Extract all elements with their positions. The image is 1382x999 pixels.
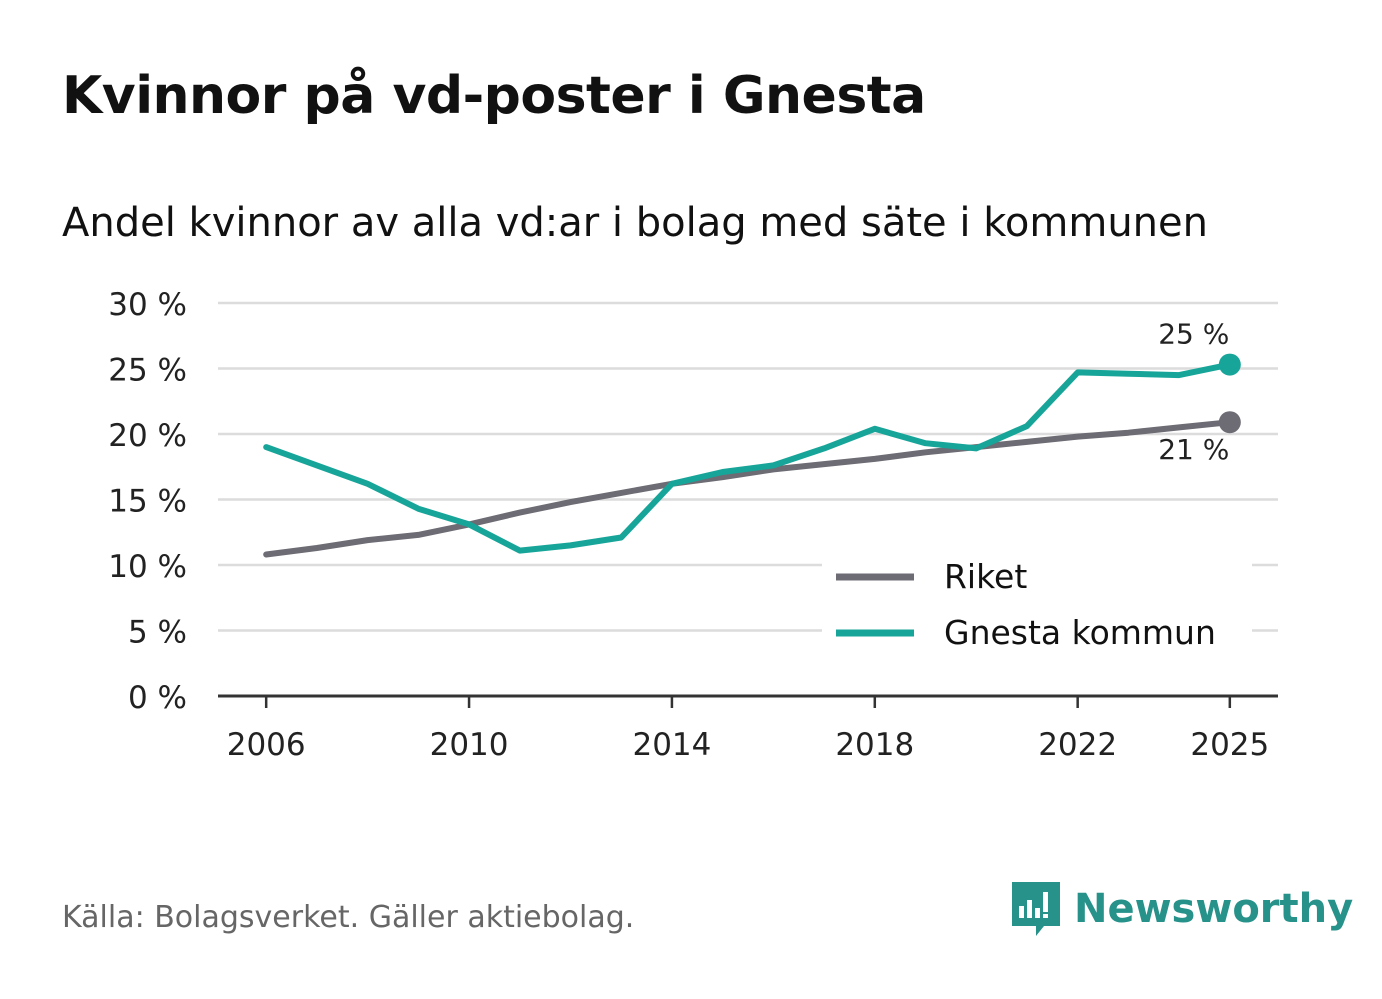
legend-label: Gnesta kommun (944, 613, 1216, 652)
newsworthy-logo-icon (1012, 882, 1060, 936)
chart-title: Kvinnor på vd-poster i Gnesta (62, 66, 926, 126)
brand-name: Newsworthy (1074, 886, 1354, 932)
series-line-riket (263, 419, 1233, 558)
legend-box (822, 548, 1252, 664)
brand-logo[interactable]: Newsworthy (1010, 878, 1353, 940)
y-tick-label: 5 % (128, 615, 187, 651)
x-tick-label: 2006 (227, 727, 306, 763)
series-line-gnesta (263, 361, 1233, 554)
end-value-label: 25 % (1158, 318, 1229, 351)
y-tick-label: 15 % (108, 484, 187, 520)
x-tick-label: 2018 (835, 727, 914, 763)
y-tick-label: 30 % (108, 287, 187, 323)
x-tick-label: 2022 (1038, 727, 1117, 763)
x-tick-label: 2010 (430, 727, 509, 763)
legend-label: Riket (944, 557, 1027, 596)
x-tick-label: 2014 (632, 727, 711, 763)
series-end-point (1218, 353, 1241, 376)
y-tick-label: 10 % (108, 549, 187, 585)
end-value-label: 21 % (1158, 433, 1229, 466)
y-tick-label: 25 % (108, 353, 187, 389)
series-end-point (1218, 411, 1241, 434)
y-tick-label: 0 % (128, 680, 187, 716)
y-tick-label: 20 % (108, 418, 187, 454)
x-tick-label: 2025 (1190, 727, 1269, 763)
source-note: Källa: Bolagsverket. Gäller aktiebolag. (62, 900, 635, 935)
chart-subtitle: Andel kvinnor av alla vd:ar i bolag med … (62, 200, 1208, 246)
